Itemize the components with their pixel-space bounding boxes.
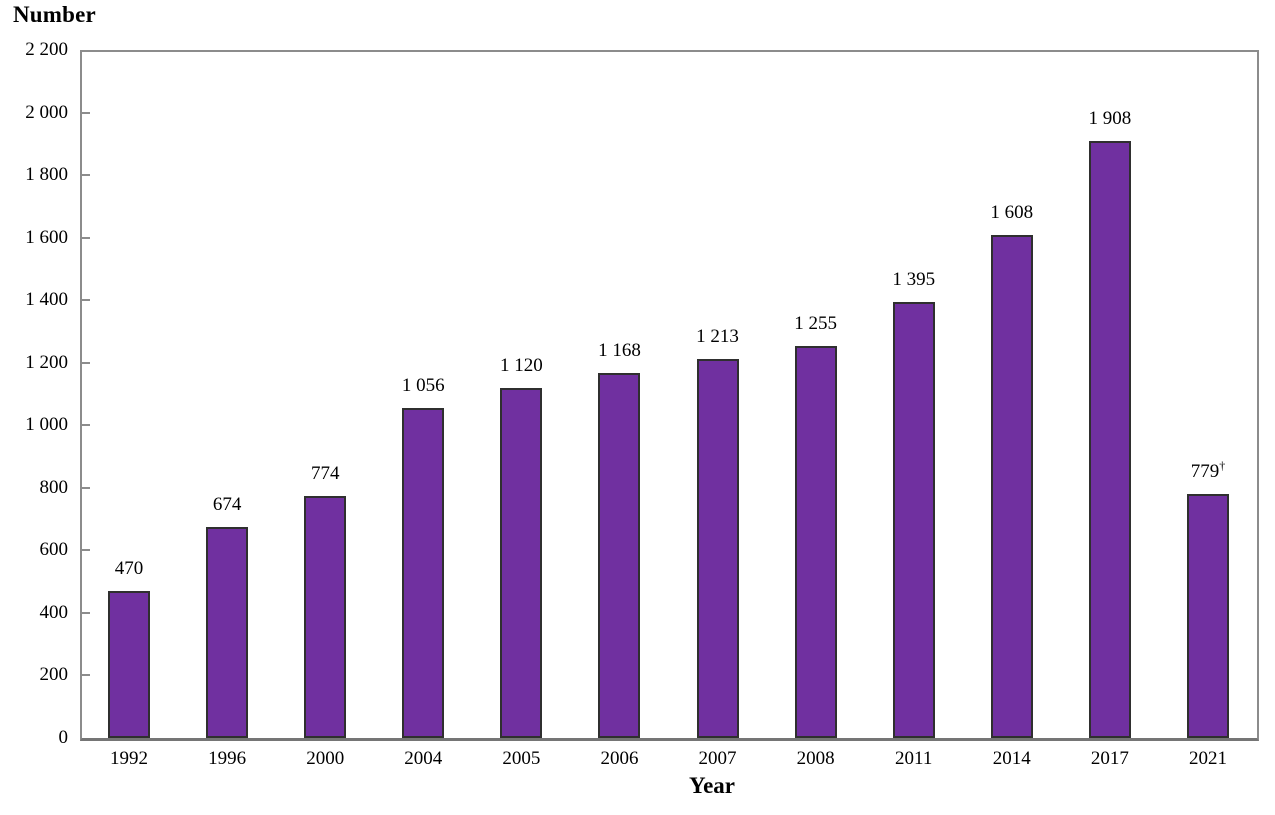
bar-value-label: 774 bbox=[310, 462, 340, 484]
bar-2000 bbox=[304, 495, 347, 738]
bar-value-label: 779† bbox=[1190, 459, 1226, 483]
y-tick-mark bbox=[82, 486, 90, 489]
y-tick-label: 1 600 bbox=[25, 226, 68, 248]
bar-value-label: 1 608 bbox=[990, 202, 1034, 224]
bar-2011 bbox=[892, 301, 935, 738]
bar-value-label: 1 213 bbox=[696, 325, 739, 347]
bar-2014 bbox=[990, 235, 1033, 738]
bar-2017 bbox=[1088, 141, 1131, 738]
bar-value-label: 1 395 bbox=[892, 268, 936, 290]
bar-1996 bbox=[206, 527, 249, 738]
bar-2006 bbox=[598, 372, 641, 738]
x-tick-label: 2011 bbox=[895, 748, 933, 769]
bar-value-label: 1 056 bbox=[401, 374, 445, 396]
y-tick-label: 800 bbox=[39, 476, 69, 498]
bar-value-label: 470 bbox=[114, 558, 144, 580]
x-tick-label: 2007 bbox=[698, 748, 737, 769]
y-tick-mark bbox=[82, 236, 90, 239]
x-tick-label: 2021 bbox=[1188, 748, 1227, 769]
x-tick-label: 1996 bbox=[208, 748, 247, 769]
y-axis-title: Number bbox=[13, 2, 96, 27]
y-tick-label: 1 400 bbox=[25, 289, 68, 311]
y-tick-mark bbox=[82, 361, 90, 364]
y-tick-mark bbox=[82, 549, 90, 552]
x-tick-label: 2005 bbox=[502, 748, 541, 769]
y-tick-label: 2 200 bbox=[25, 39, 68, 60]
y-tick-mark bbox=[82, 299, 90, 302]
bar-2021 bbox=[1186, 494, 1229, 738]
y-tick-label: 1 200 bbox=[25, 351, 68, 373]
y-tick-mark bbox=[82, 174, 90, 177]
dagger-footnote-mark: † bbox=[1219, 459, 1226, 474]
x-tick-label: 2017 bbox=[1090, 748, 1129, 769]
bar-value-label: 1 120 bbox=[500, 354, 543, 376]
bar-value-label: 674 bbox=[212, 494, 242, 516]
y-tick-label: 1 800 bbox=[25, 164, 68, 186]
bar-2007 bbox=[696, 358, 739, 738]
bar-value-label: 1 908 bbox=[1088, 108, 1132, 130]
x-tick-label: 2004 bbox=[404, 748, 443, 769]
y-tick-label: 1 000 bbox=[25, 414, 68, 436]
y-tick-mark bbox=[82, 611, 90, 614]
bar-2004 bbox=[402, 407, 445, 738]
bar-2005 bbox=[500, 387, 543, 738]
y-tick-label: 200 bbox=[39, 664, 69, 686]
y-tick-label: 2 000 bbox=[25, 101, 68, 123]
bar-2008 bbox=[794, 345, 837, 738]
x-axis-title: Year bbox=[689, 773, 735, 798]
y-tick-label: 0 bbox=[58, 727, 69, 748]
y-tick-mark bbox=[82, 424, 90, 427]
y-tick-label: 600 bbox=[39, 539, 69, 561]
bar-value-label: 1 168 bbox=[598, 339, 641, 361]
y-tick-label: 400 bbox=[39, 601, 69, 623]
bar-value-label: 1 255 bbox=[794, 312, 837, 334]
x-tick-label: 2000 bbox=[306, 748, 345, 769]
plot-area bbox=[80, 50, 1259, 741]
x-tick-label: 2006 bbox=[600, 748, 639, 769]
x-tick-label: 1992 bbox=[110, 748, 149, 769]
x-tick-label: 2014 bbox=[992, 748, 1031, 769]
bar-1992 bbox=[108, 591, 151, 738]
x-tick-label: 2008 bbox=[796, 748, 835, 769]
y-tick-mark bbox=[82, 111, 90, 114]
y-tick-mark bbox=[82, 674, 90, 677]
